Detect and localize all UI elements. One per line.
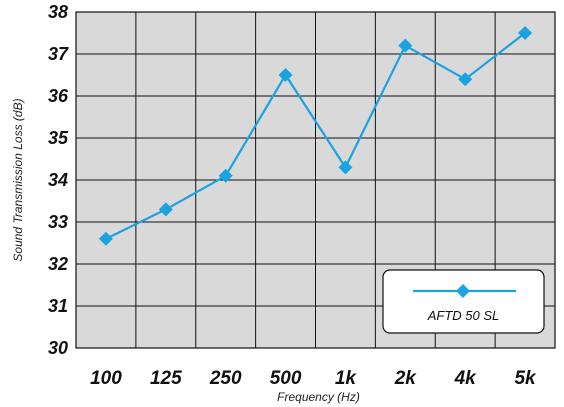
y-tick-label: 34	[48, 170, 68, 190]
y-tick-label: 37	[48, 44, 69, 64]
y-tick-label: 30	[48, 338, 68, 358]
x-axis-label: Frequency (Hz)	[277, 390, 360, 404]
x-tick-label: 2k	[394, 368, 418, 389]
data-point	[158, 202, 173, 217]
y-tick-label: 38	[48, 2, 68, 22]
data-point	[98, 231, 113, 246]
x-tick-label: 125	[150, 368, 182, 389]
data-point	[398, 38, 413, 53]
y-tick-label: 33	[48, 212, 68, 232]
x-axis-ticks: 100 125 250 500 1k 2k 4k 5k	[90, 368, 537, 389]
x-tick-label: 4k	[454, 368, 478, 389]
data-point	[458, 72, 473, 87]
x-tick-label: 5k	[514, 368, 537, 389]
series-layer	[98, 26, 533, 246]
data-point	[218, 168, 233, 183]
y-axis-ticks: 30 31 32 33 34 35 36 37 38	[48, 2, 69, 358]
data-point	[518, 26, 533, 40]
y-tick-label: 31	[48, 296, 68, 316]
series-line	[105, 32, 526, 240]
x-tick-label: 100	[90, 368, 122, 389]
x-tick-label: 500	[270, 368, 302, 389]
data-point	[338, 160, 353, 175]
legend-label: AFTD 50 SL	[427, 308, 500, 323]
data-point	[278, 68, 293, 82]
y-tick-label: 36	[48, 86, 69, 106]
legend-marker	[456, 284, 470, 298]
legend-box	[382, 269, 545, 334]
x-tick-label: 1k	[335, 368, 358, 389]
grid	[75, 11, 556, 349]
legend: AFTD 50 SL	[382, 269, 545, 334]
y-tick-label: 32	[48, 254, 68, 274]
x-tick-label: 250	[209, 368, 242, 389]
y-tick-label: 35	[48, 128, 69, 148]
y-axis-label: Sound Transmission Loss (dB)	[11, 98, 25, 261]
